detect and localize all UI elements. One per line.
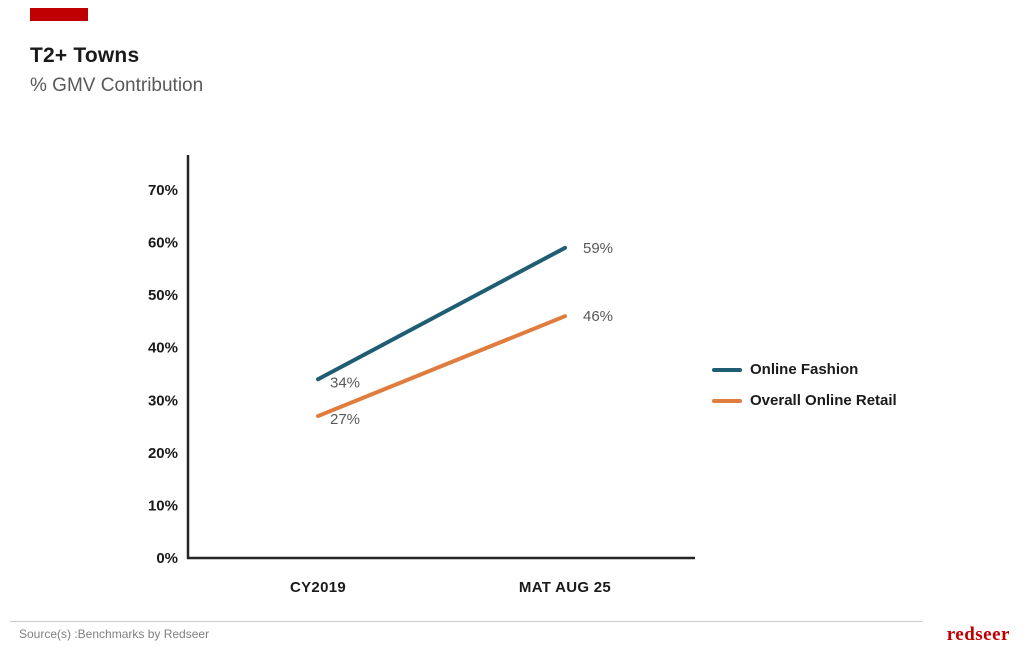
accent-bar bbox=[30, 8, 88, 21]
legend-swatch-online-fashion bbox=[712, 367, 742, 372]
y-tick-label: 60% bbox=[148, 235, 178, 252]
y-tick-label: 0% bbox=[156, 550, 178, 567]
data-label: 27% bbox=[330, 411, 360, 428]
y-tick-label: 50% bbox=[148, 287, 178, 304]
legend-label: Overall Online Retail bbox=[750, 392, 897, 409]
y-tick-label: 70% bbox=[148, 182, 178, 199]
series-line-online-fashion bbox=[316, 245, 567, 382]
source-note: Source(s) :Benchmarks by Redseer bbox=[19, 627, 210, 641]
y-tick-label: 10% bbox=[148, 497, 178, 514]
x-tick-label: CY2019 bbox=[290, 579, 346, 596]
page-title: T2+ Towns bbox=[30, 44, 140, 67]
y-tick-label: 30% bbox=[148, 392, 178, 409]
series-line-overall-online-retail bbox=[316, 314, 567, 419]
legend-label: Online Fashion bbox=[750, 361, 859, 378]
legend-swatch-overall-online-retail bbox=[712, 398, 742, 403]
data-label: 34% bbox=[330, 374, 360, 391]
chart-subtitle: % GMV Contribution bbox=[30, 75, 204, 96]
legend-item-overall-online-retail: Overall Online Retail bbox=[712, 392, 897, 409]
redseer-logo: redseer bbox=[946, 624, 1010, 645]
legend-item-online-fashion: Online Fashion bbox=[712, 361, 897, 378]
data-label: 46% bbox=[583, 308, 613, 325]
y-tick-label: 20% bbox=[148, 445, 178, 462]
footer-divider bbox=[10, 621, 922, 622]
y-tick-label: 40% bbox=[148, 340, 178, 357]
x-tick-label: MAT AUG 25 bbox=[519, 579, 611, 596]
chart-header: T2+ Towns % GMV Contribution bbox=[30, 44, 203, 97]
legend: Online Fashion Overall Online Retail bbox=[712, 361, 897, 409]
data-label: 59% bbox=[583, 240, 613, 257]
